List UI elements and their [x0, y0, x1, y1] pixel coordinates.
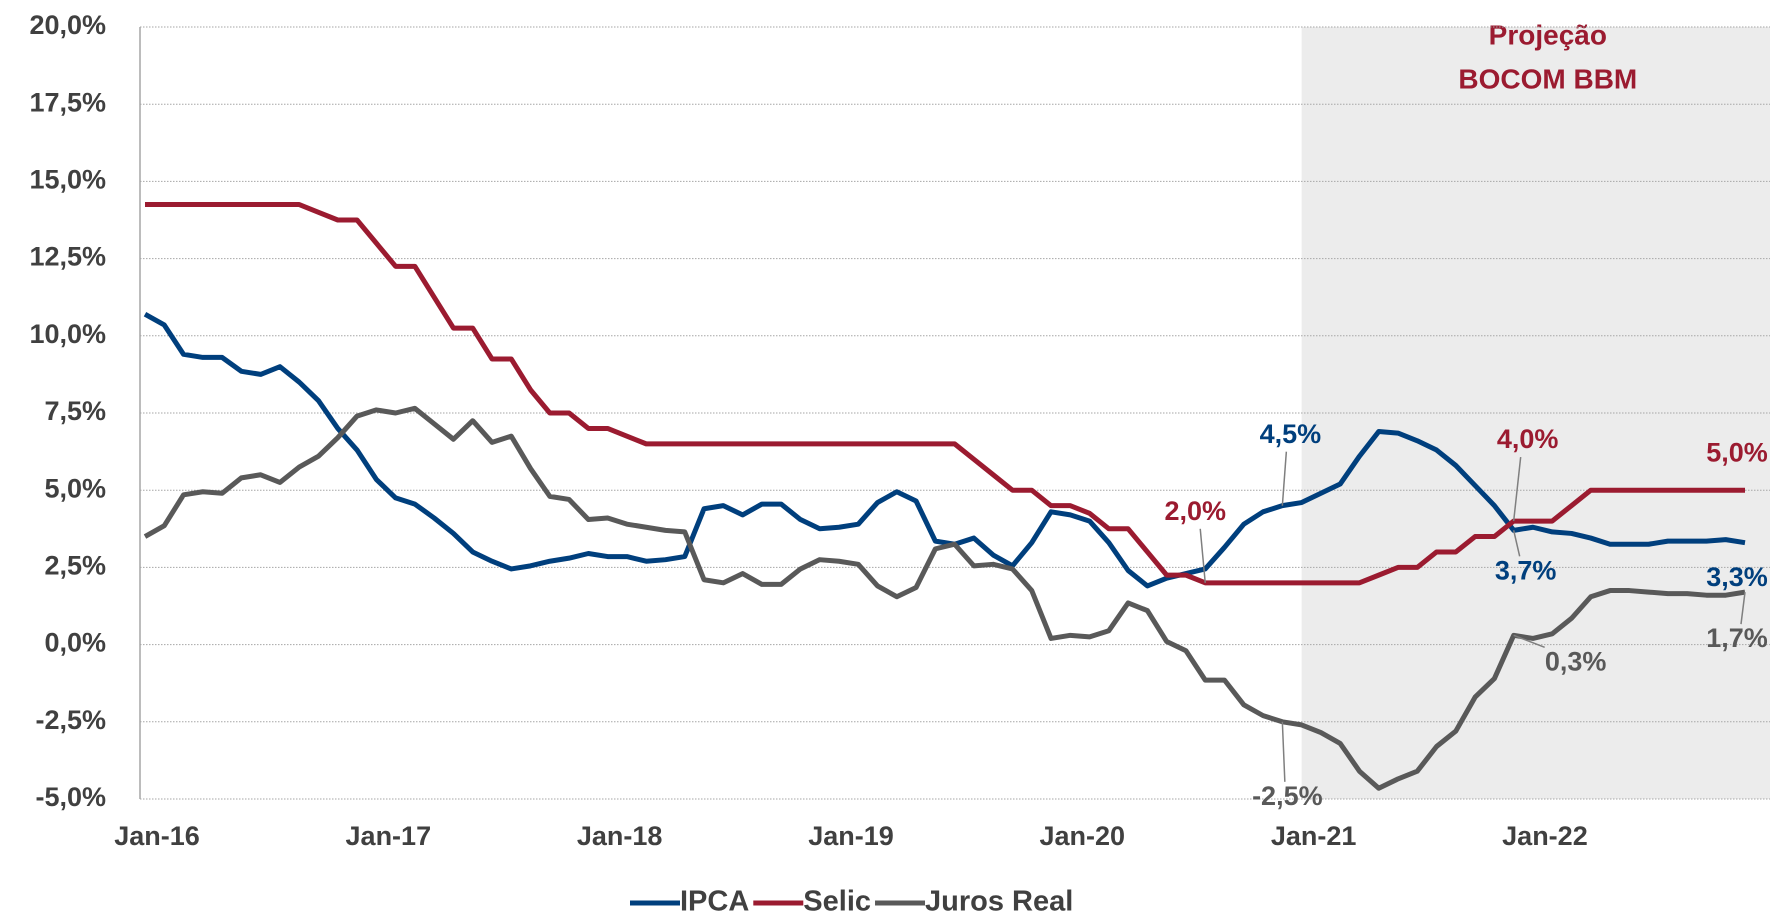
data-label: 4,5% — [1260, 419, 1322, 449]
y-tick-label: 5,0% — [44, 473, 106, 503]
data-label: 1,7% — [1706, 623, 1768, 653]
x-tick-label: Jan-21 — [1271, 821, 1357, 851]
y-tick-label: 20,0% — [29, 10, 106, 40]
y-tick-label: -2,5% — [35, 705, 106, 735]
label-leader — [1281, 451, 1288, 506]
y-tick-label: 10,0% — [29, 319, 106, 349]
projection-label: Projeção — [1489, 19, 1607, 50]
projection-label: BOCOM BBM — [1458, 63, 1637, 94]
label-leader — [1199, 528, 1206, 583]
y-tick-label: 12,5% — [29, 242, 106, 272]
data-label: 5,0% — [1706, 437, 1768, 467]
y-tick-label: 2,5% — [44, 551, 106, 581]
x-tick-label: Jan-19 — [808, 821, 894, 851]
y-tick-label: -5,0% — [35, 782, 106, 812]
label-leader — [1512, 530, 1521, 557]
legend-label: IPCA — [680, 886, 749, 918]
label-leader — [1740, 592, 1746, 625]
y-tick-label: 0,0% — [44, 628, 106, 658]
data-label: 3,3% — [1706, 562, 1768, 592]
y-tick-label: 15,0% — [29, 165, 106, 195]
label-leader — [1281, 721, 1286, 782]
data-label: 0,3% — [1545, 646, 1607, 676]
series-line — [145, 202, 1745, 586]
y-tick-label: 17,5% — [29, 87, 106, 117]
x-tick-label: Jan-22 — [1502, 821, 1588, 851]
x-tick-label: Jan-18 — [577, 821, 663, 851]
data-label: -2,5% — [1252, 781, 1323, 811]
legend-label: Juros Real — [925, 886, 1073, 918]
label-leader — [1512, 456, 1522, 522]
label-leader — [1513, 634, 1545, 649]
series-line — [143, 312, 1746, 589]
data-label: 3,7% — [1495, 555, 1557, 585]
y-tick-label: 7,5% — [44, 396, 106, 426]
x-tick-label: Jan-17 — [346, 821, 432, 851]
data-label: 4,0% — [1497, 424, 1559, 454]
legend-label: Selic — [803, 886, 871, 918]
data-label: 2,0% — [1164, 496, 1226, 526]
x-tick-label: Jan-20 — [1040, 821, 1126, 851]
series-line — [143, 405, 1746, 791]
x-tick-label: Jan-16 — [114, 821, 200, 851]
